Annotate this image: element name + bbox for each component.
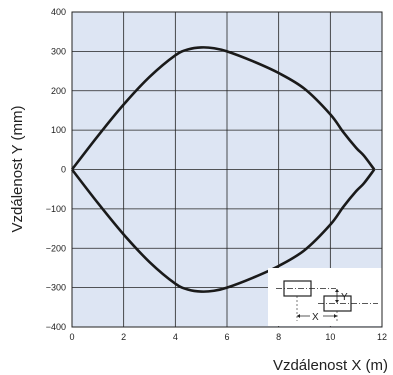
x-arrow-left — [297, 314, 300, 318]
x-tick-label: 4 — [173, 332, 178, 342]
y-ticks: 400 300 200 100 0 −100 −200 −300 −400 — [46, 7, 66, 332]
series-layer — [70, 46, 376, 293]
y-tick-label: 200 — [51, 86, 66, 96]
x-dimension-label: X — [312, 312, 319, 323]
grid — [72, 12, 382, 327]
y-tick-label: 300 — [51, 46, 66, 56]
x-label-bg — [310, 310, 323, 322]
x-tick-label: 6 — [224, 332, 229, 342]
x-tick-label: 0 — [69, 332, 74, 342]
x-tick-label: 8 — [276, 332, 281, 342]
y-dimension-label: Y — [341, 292, 348, 303]
y-tick-label: 100 — [51, 125, 66, 135]
y-tick-label: 0 — [61, 165, 66, 175]
x-ticks: 0 2 4 6 8 10 12 — [69, 332, 387, 342]
y-tick-label: −300 — [46, 283, 66, 293]
plot-frame — [71, 11, 383, 328]
y-tick-label: −100 — [46, 204, 66, 214]
y-arrow-bottom — [335, 300, 339, 303]
y-tick-label: −400 — [46, 322, 66, 332]
y-tick-label: 400 — [51, 7, 66, 17]
y-tick-label: −200 — [46, 243, 66, 253]
x-tick-label: 10 — [325, 332, 335, 342]
x-axis-label: Vzdálenost X (m) — [273, 357, 388, 374]
y-axis-label: Vzdálenost Y (mm) — [9, 106, 26, 233]
series-line-lower — [70, 168, 376, 293]
x-tick-label: 2 — [121, 332, 126, 342]
sensor-diagram-inset: Y X — [268, 268, 382, 326]
x-tick-label: 12 — [377, 332, 387, 342]
y-arrow-top — [335, 289, 339, 292]
series-line-upper — [70, 46, 376, 171]
x-arrow-right — [334, 314, 337, 318]
